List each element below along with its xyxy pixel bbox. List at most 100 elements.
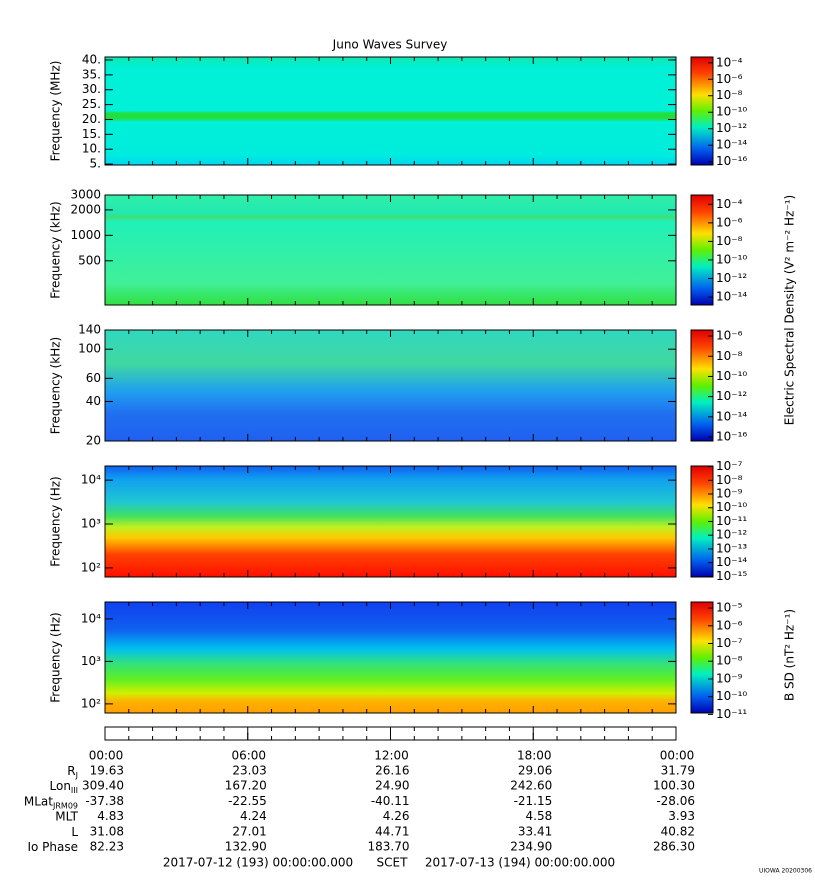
y-tick-label: 10. [82, 142, 101, 156]
start-time: 2017-07-12 (193) 00:00:00.000 [163, 856, 353, 870]
ephemeris-value: 31.08 [90, 824, 124, 838]
y-tick-label: 20 [86, 434, 101, 448]
ephemeris-value: 27.01 [232, 824, 266, 838]
y-tick-label: 2000 [70, 202, 101, 216]
y-tick-label: 100 [78, 342, 101, 356]
ephemeris-value: 309.40 [82, 779, 124, 793]
y-axis-label: Frequency (kHz) [49, 201, 63, 298]
colorbar-tick-label: 10⁻¹⁴ [716, 138, 747, 152]
colorbar-label: B SD (nT² Hz⁻¹) [783, 609, 797, 701]
colorbar-tick-label: 10⁻¹⁰ [716, 500, 747, 514]
ephemeris-value: 183.70 [368, 840, 410, 854]
colorbar-tick-label: 10⁻¹⁰ [716, 105, 747, 119]
colorbar-tick-label: 10⁻⁶ [716, 72, 743, 86]
ephemeris-value: 286.30 [653, 840, 695, 854]
colorbar-tick-label: 10⁻⁸ [716, 88, 743, 102]
ephemeris-label: MLT [55, 809, 78, 823]
ephemeris-value: 82.23 [90, 840, 124, 854]
ephemeris-value: 4.24 [240, 809, 267, 823]
ephemeris-value: 24.90 [375, 779, 409, 793]
spectrogram [105, 330, 676, 441]
ephemeris-label-text: Lon [50, 779, 71, 793]
y-tick-label: 20. [82, 112, 101, 126]
ephemeris-value: 4.83 [97, 809, 124, 823]
y-axis-label: Frequency (kHz) [49, 337, 63, 434]
ephemeris-label: RJ [67, 764, 78, 780]
ephemeris-label: LonIII [50, 779, 79, 795]
y-tick-label: 35. [82, 67, 101, 81]
y-tick-label: 30. [82, 82, 101, 96]
ephemeris-label: MLatJRM09 [24, 794, 78, 810]
ephemeris-value: 242.60 [510, 779, 552, 793]
ephemeris-label: L [71, 824, 78, 838]
ephemeris-value: 23.03 [232, 764, 266, 778]
ephemeris-label-text: MLT [55, 809, 78, 823]
colorbar-tick-label: 10⁻¹¹ [716, 514, 747, 528]
y-tick-label: 1000 [70, 228, 101, 242]
colorbar-tick-label: 10⁻⁸ [716, 654, 743, 668]
end-time: 2017-07-13 (194) 00:00:00.000 [425, 856, 615, 870]
colorbar-tick-label: 10⁻¹² [716, 389, 747, 403]
colorbar-tick-label: 10⁻¹⁰ [716, 689, 747, 703]
colorbar-tick-label: 10⁻⁷ [716, 636, 743, 650]
ephemeris-value: -22.55 [228, 794, 267, 808]
ephemeris-label-text: Io Phase [27, 840, 78, 854]
colorbar-tick-label: 10⁻¹⁴ [716, 409, 747, 423]
y-tick-label: 10³ [81, 517, 101, 531]
ephemeris-value: 132.90 [225, 840, 267, 854]
ephemeris-value: 234.90 [510, 840, 552, 854]
x-tick-label: 06:00 [231, 749, 266, 763]
ephemeris-value: 100.30 [653, 779, 695, 793]
colorbar-tick-label: 10⁻¹³ [716, 541, 747, 555]
ephemeris-label: Io Phase [27, 840, 78, 854]
colorbar-label: Electric Spectral Density (V² m⁻² Hz⁻¹) [783, 195, 797, 425]
colorbar-tick-label: 10⁻¹⁶ [716, 429, 747, 443]
colorbar-tick-label: 10⁻⁵ [716, 601, 743, 615]
x-tick-label: 12:00 [374, 749, 409, 763]
y-axis-label: Frequency (MHz) [49, 61, 63, 162]
colorbar-tick-label: 10⁻¹² [716, 528, 747, 542]
y-tick-label: 10³ [81, 654, 101, 668]
y-tick-label: 10⁴ [81, 611, 101, 625]
ephemeris-label-sub: III [71, 786, 78, 795]
y-tick-label: 40 [86, 394, 101, 408]
colorbar-tick-label: 10⁻⁴ [716, 55, 743, 69]
colorbar-tick-label: 10⁻⁸ [716, 473, 743, 487]
ephemeris-value: -28.06 [656, 794, 695, 808]
colorbar-tick-label: 10⁻⁶ [716, 618, 743, 632]
ephemeris-label-text: R [67, 764, 75, 778]
ephemeris-value: -37.38 [85, 794, 124, 808]
y-tick-label: 10² [81, 696, 101, 710]
y-tick-label: 10⁴ [81, 473, 101, 487]
colorbar-tick-label: 10⁻¹² [716, 271, 747, 285]
chart-title: Juno Waves Survey [332, 38, 448, 52]
ephemeris-value: 26.16 [375, 764, 409, 778]
colorbar-tick-label: 10⁻⁹ [716, 487, 743, 501]
ephemeris-value: 29.06 [518, 764, 552, 778]
colorbar-tick-label: 10⁻⁴ [716, 197, 743, 211]
ephemeris-value: 31.79 [661, 764, 695, 778]
colorbar-tick-label: 10⁻⁷ [716, 459, 743, 473]
colorbar-tick-label: 10⁻¹⁵ [716, 569, 747, 583]
colorbar-tick-label: 10⁻¹² [716, 121, 747, 135]
x-tick-label: 18:00 [517, 749, 552, 763]
ephemeris-label-text: L [71, 824, 78, 838]
ephemeris-value: -40.11 [371, 794, 410, 808]
colorbar [690, 56, 714, 166]
colorbar-tick-label: 10⁻⁸ [716, 349, 743, 363]
ephemeris-label-text: MLat [24, 794, 53, 808]
colorbar [690, 601, 714, 714]
colorbar-tick-label: 10⁻⁶ [716, 329, 743, 343]
colorbar-tick-label: 10⁻⁶ [716, 215, 743, 229]
y-tick-label: 40. [82, 52, 101, 66]
y-tick-label: 3000 [70, 188, 101, 202]
colorbar-tick-label: 10⁻¹⁴ [716, 290, 747, 304]
ephemeris-label-sub: JRM09 [52, 801, 78, 810]
colorbar-tick-label: 10⁻¹¹ [716, 707, 747, 721]
y-tick-label: 5. [90, 157, 101, 171]
colorbar-tick-label: 10⁻¹⁶ [716, 154, 747, 168]
ephemeris-value: -21.15 [514, 794, 553, 808]
y-tick-label: 25. [82, 97, 101, 111]
ephemeris-value: 44.71 [375, 824, 409, 838]
